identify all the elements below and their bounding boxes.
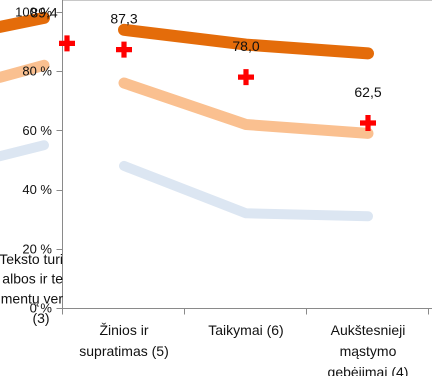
y-tick-label: 80 % — [22, 64, 52, 79]
y-tick-label: 20 % — [22, 241, 52, 256]
category-label-line: Aukštesnieji — [331, 322, 406, 338]
series-3-line — [119, 160, 373, 222]
marker-cross — [238, 69, 254, 86]
series-1-cut-segment — [0, 11, 50, 33]
data-labels: 89,4 87,3 78,0 62,5 — [30, 4, 381, 100]
category-label-line: Žinios ir — [99, 322, 148, 338]
category-label-line: (3) — [32, 310, 49, 326]
category-labels: Teksto turi albos ir te mentų ver (3) Žinios… — [0, 251, 408, 376]
marker-cross — [59, 35, 75, 52]
category-label-line: Taikymai (6) — [208, 322, 283, 338]
series-2-cut-segment — [0, 59, 50, 83]
y-tick-label: 0 % — [30, 301, 53, 316]
category-label-line: albos ir te — [2, 271, 63, 287]
y-tick-label: 100 % — [15, 5, 52, 20]
category-label-line: gebėjimai (4) — [328, 364, 409, 376]
series-2-line — [118, 77, 374, 139]
marker-cross — [360, 115, 376, 131]
series-3-cut-segment — [0, 140, 49, 162]
y-tick-label: 60 % — [22, 123, 52, 138]
data-label: 62,5 — [354, 84, 381, 100]
series-1-line — [118, 23, 374, 60]
data-label: 89,4 — [30, 4, 57, 20]
series-lines — [0, 11, 374, 222]
y-axis-tick-labels: 0 % 20 % 40 % 60 % 80 % 100 % — [15, 5, 52, 316]
data-label: 78,0 — [232, 38, 259, 54]
cross-markers — [59, 35, 376, 131]
data-label: 87,3 — [110, 11, 137, 27]
category-label-line: mentų ver — [1, 290, 64, 306]
category-label-line: Teksto turi — [0, 251, 63, 267]
marker-cross — [116, 41, 132, 58]
axes — [56, 0, 432, 315]
category-label-line: supratimas (5) — [79, 343, 168, 359]
category-label-line: mąstymo — [340, 343, 397, 359]
y-tick-label: 40 % — [22, 182, 52, 197]
